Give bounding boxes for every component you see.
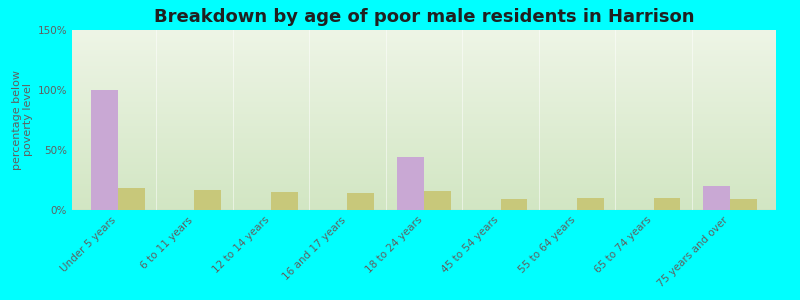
Bar — [194, 190, 222, 210]
Bar — [501, 199, 527, 210]
Bar — [424, 191, 450, 210]
Bar — [118, 188, 145, 210]
Bar — [91, 90, 118, 210]
Bar — [398, 157, 424, 210]
Bar — [347, 193, 374, 210]
Y-axis label: percentage below
poverty level: percentage below poverty level — [12, 70, 34, 170]
Bar — [730, 199, 757, 210]
Bar — [577, 198, 604, 210]
Bar — [271, 192, 298, 210]
Title: Breakdown by age of poor male residents in Harrison: Breakdown by age of poor male residents … — [154, 8, 694, 26]
Bar — [703, 186, 730, 210]
Bar — [654, 198, 680, 210]
